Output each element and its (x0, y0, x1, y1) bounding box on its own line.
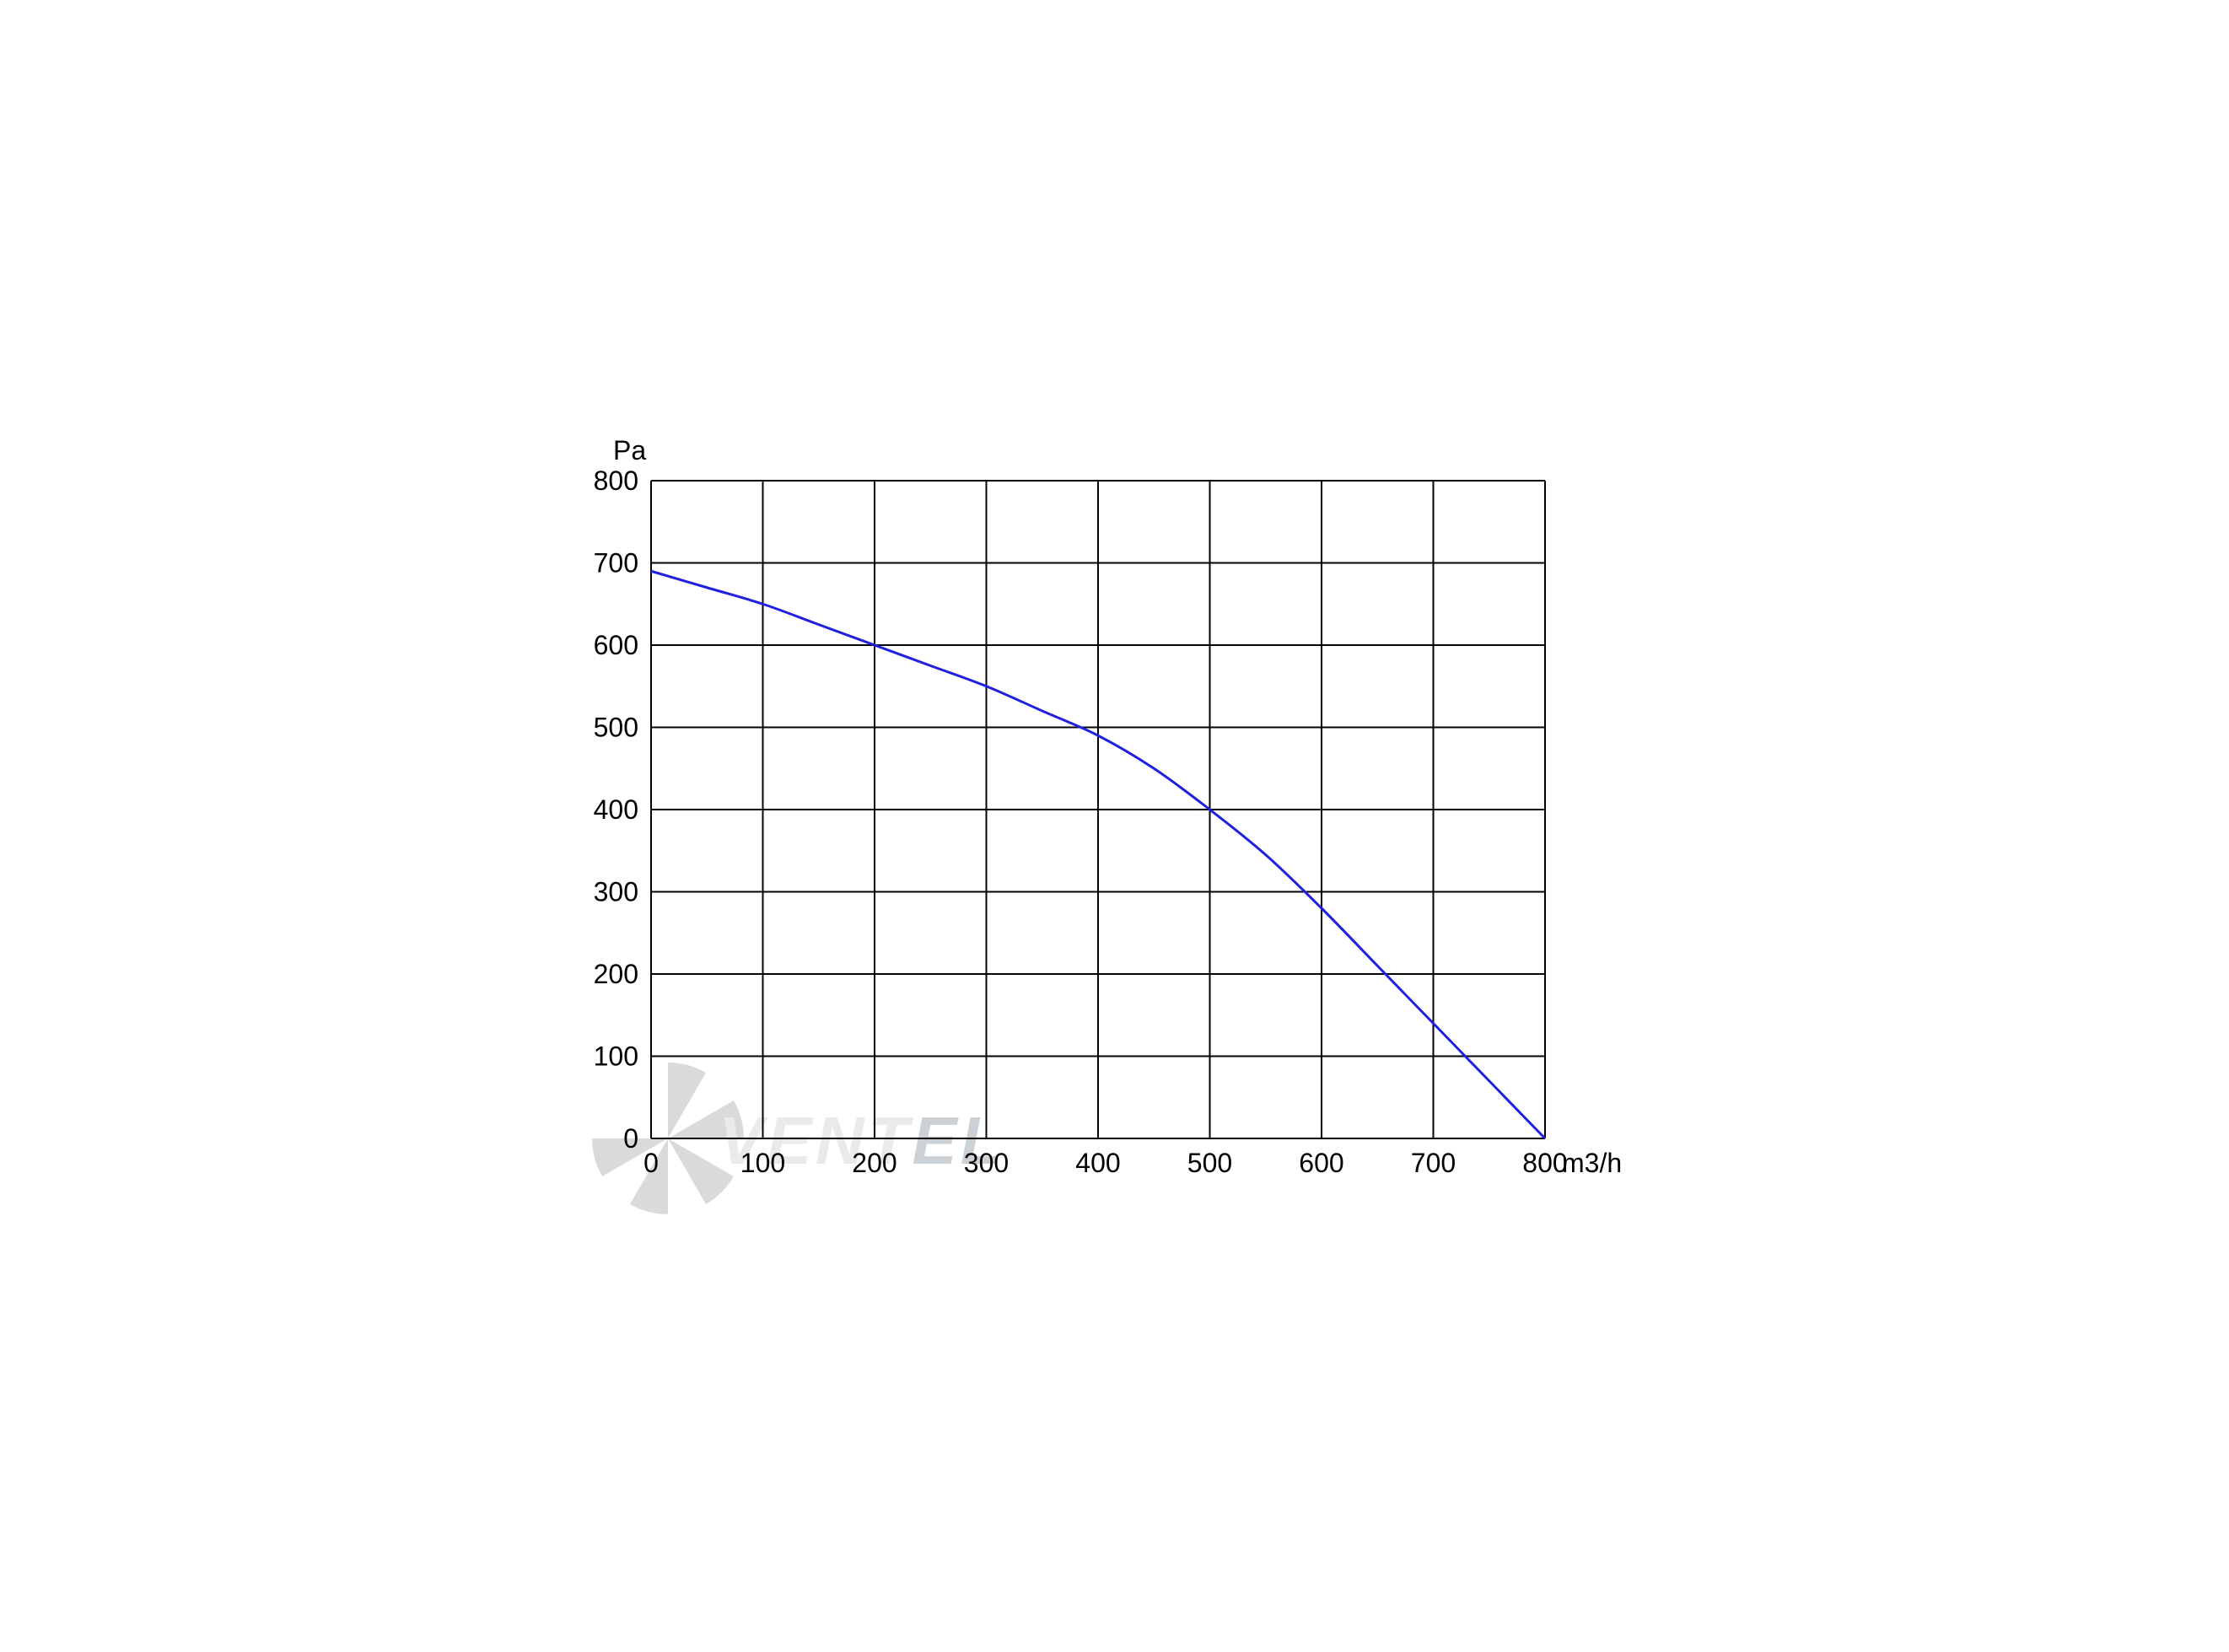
x-tick-label: 700 (1410, 1148, 1455, 1178)
x-axis-label: m3/h (1562, 1148, 1622, 1178)
y-tick-label: 400 (593, 794, 638, 825)
y-tick-label: 200 (593, 959, 638, 989)
y-tick-label: 600 (593, 630, 638, 660)
performance-chart: VENTEL0100200300400500600700800010020030… (558, 422, 1672, 1231)
x-tick-label: 300 (963, 1148, 1008, 1178)
y-tick-label: 300 (593, 876, 638, 907)
x-tick-label: 100 (740, 1148, 784, 1178)
x-tick-label: 200 (852, 1148, 896, 1178)
y-tick-label: 800 (593, 465, 638, 496)
x-tick-label: 500 (1187, 1148, 1231, 1178)
x-tick-label: 400 (1075, 1148, 1120, 1178)
x-tick-label: 600 (1299, 1148, 1343, 1178)
y-tick-label: 0 (623, 1123, 638, 1154)
y-tick-label: 500 (593, 712, 638, 742)
y-tick-label: 700 (593, 547, 638, 578)
x-tick-label: 0 (643, 1148, 659, 1178)
chart-container: VENTEL0100200300400500600700800010020030… (558, 422, 1672, 1231)
y-axis-label: Pa (613, 435, 646, 465)
y-tick-label: 100 (593, 1041, 638, 1071)
x-tick-label: 800 (1522, 1148, 1567, 1178)
